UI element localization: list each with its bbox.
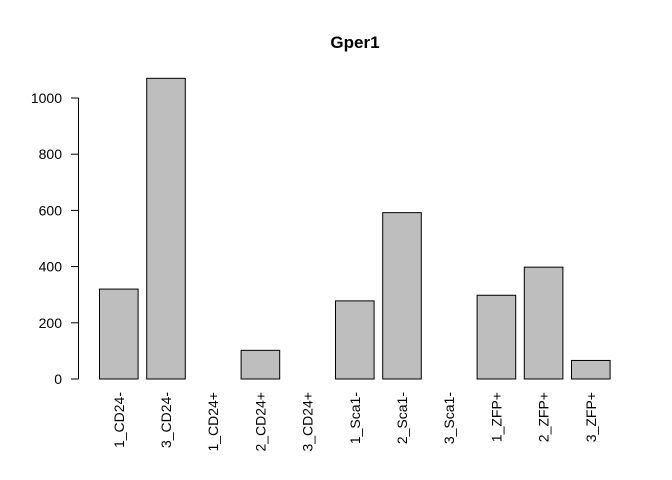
x-tick-label: 3_Sca1-: [441, 392, 457, 444]
bar-3_CD24-: [146, 77, 186, 380]
bar-1_Sca1-: [335, 300, 375, 380]
bars-group: [99, 77, 611, 380]
y-axis: 0 200 400 600 800 1000: [31, 90, 79, 387]
bar-2_CD24+: [240, 349, 281, 380]
x-tick-label: 3_CD24-: [158, 392, 174, 448]
x-tick-label: 2_Sca1-: [394, 392, 410, 444]
x-tick-label: 2_ZFP+: [536, 392, 552, 442]
x-tick-label: 3_ZFP+: [583, 392, 599, 442]
bar-2_Sca1-: [382, 212, 422, 380]
x-tick-label: 2_CD24+: [252, 392, 268, 452]
y-tick-label: 600: [39, 202, 63, 218]
bar-2_ZFP+: [523, 266, 564, 380]
y-tick-label: 1000: [31, 90, 62, 106]
y-tick-label: 0: [54, 371, 62, 387]
x-axis-labels: 1_CD24- 3_CD24- 1_CD24+ 2_CD24+ 3_CD24+ 1_Sca…: [111, 392, 599, 452]
x-tick-label: 1_ZFP+: [488, 392, 504, 442]
y-tick-label: 800: [39, 146, 63, 162]
bar-1_CD24-: [99, 288, 139, 380]
y-tick-label: 200: [39, 315, 63, 331]
x-tick-label: 1_Sca1-: [347, 392, 363, 444]
x-tick-label: 1_CD24+: [205, 392, 221, 452]
y-tick-label: 400: [39, 259, 63, 275]
x-tick-label: 1_CD24-: [111, 392, 127, 448]
bar-3_ZFP+: [571, 359, 611, 380]
chart-title: Gper1: [330, 33, 379, 52]
bar-1_ZFP+: [476, 294, 517, 380]
x-tick-label: 3_CD24+: [300, 392, 316, 452]
